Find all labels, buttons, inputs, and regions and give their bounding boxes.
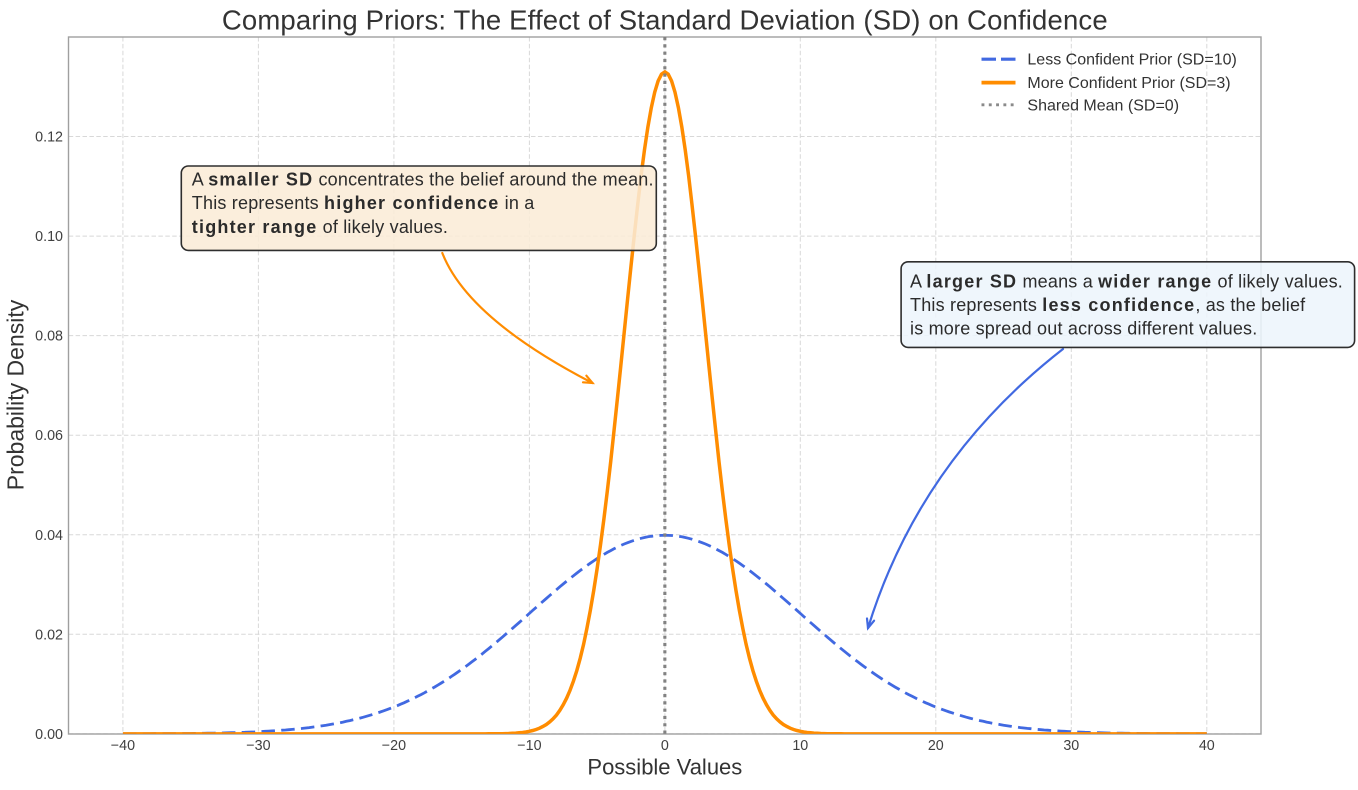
svg-text:−30: −30 bbox=[246, 738, 270, 754]
svg-text:−40: −40 bbox=[111, 738, 135, 754]
svg-text:This represents higher confide: This represents higher confidence in a bbox=[192, 193, 535, 213]
svg-text:0.12: 0.12 bbox=[35, 130, 63, 146]
svg-text:−10: −10 bbox=[517, 738, 541, 754]
svg-text:0.04: 0.04 bbox=[35, 528, 63, 544]
svg-text:0.08: 0.08 bbox=[35, 329, 63, 345]
svg-text:0.10: 0.10 bbox=[35, 229, 63, 245]
svg-text:0.02: 0.02 bbox=[35, 627, 63, 643]
svg-text:is more spread out across diff: is more spread out across different valu… bbox=[910, 318, 1257, 338]
svg-text:This represents less confidenc: This represents less confidence, as the … bbox=[910, 295, 1306, 315]
svg-text:A smaller SD concentrates the: A smaller SD concentrates the belief aro… bbox=[192, 169, 654, 189]
svg-text:Shared Mean (SD=0): Shared Mean (SD=0) bbox=[1027, 97, 1179, 114]
svg-text:0.06: 0.06 bbox=[35, 428, 63, 444]
svg-text:40: 40 bbox=[1199, 738, 1215, 754]
svg-text:20: 20 bbox=[928, 738, 944, 754]
svg-text:More Confident Prior (SD=3): More Confident Prior (SD=3) bbox=[1027, 75, 1230, 92]
svg-text:Comparing Priors: The Effect o: Comparing Priors: The Effect of Standard… bbox=[222, 4, 1108, 35]
svg-text:10: 10 bbox=[792, 738, 808, 754]
svg-text:−20: −20 bbox=[382, 738, 406, 754]
svg-text:Probability Density: Probability Density bbox=[2, 299, 28, 490]
svg-text:Less Confident Prior (SD=10): Less Confident Prior (SD=10) bbox=[1027, 52, 1236, 69]
svg-text:0.00: 0.00 bbox=[35, 727, 63, 743]
svg-text:Possible Values: Possible Values bbox=[587, 755, 742, 780]
svg-text:tighter range of likely values: tighter range of likely values. bbox=[192, 217, 448, 237]
svg-text:30: 30 bbox=[1063, 738, 1079, 754]
svg-text:0: 0 bbox=[661, 738, 669, 754]
svg-text:A larger SD means a wider rang: A larger SD means a wider range of likel… bbox=[910, 272, 1343, 292]
